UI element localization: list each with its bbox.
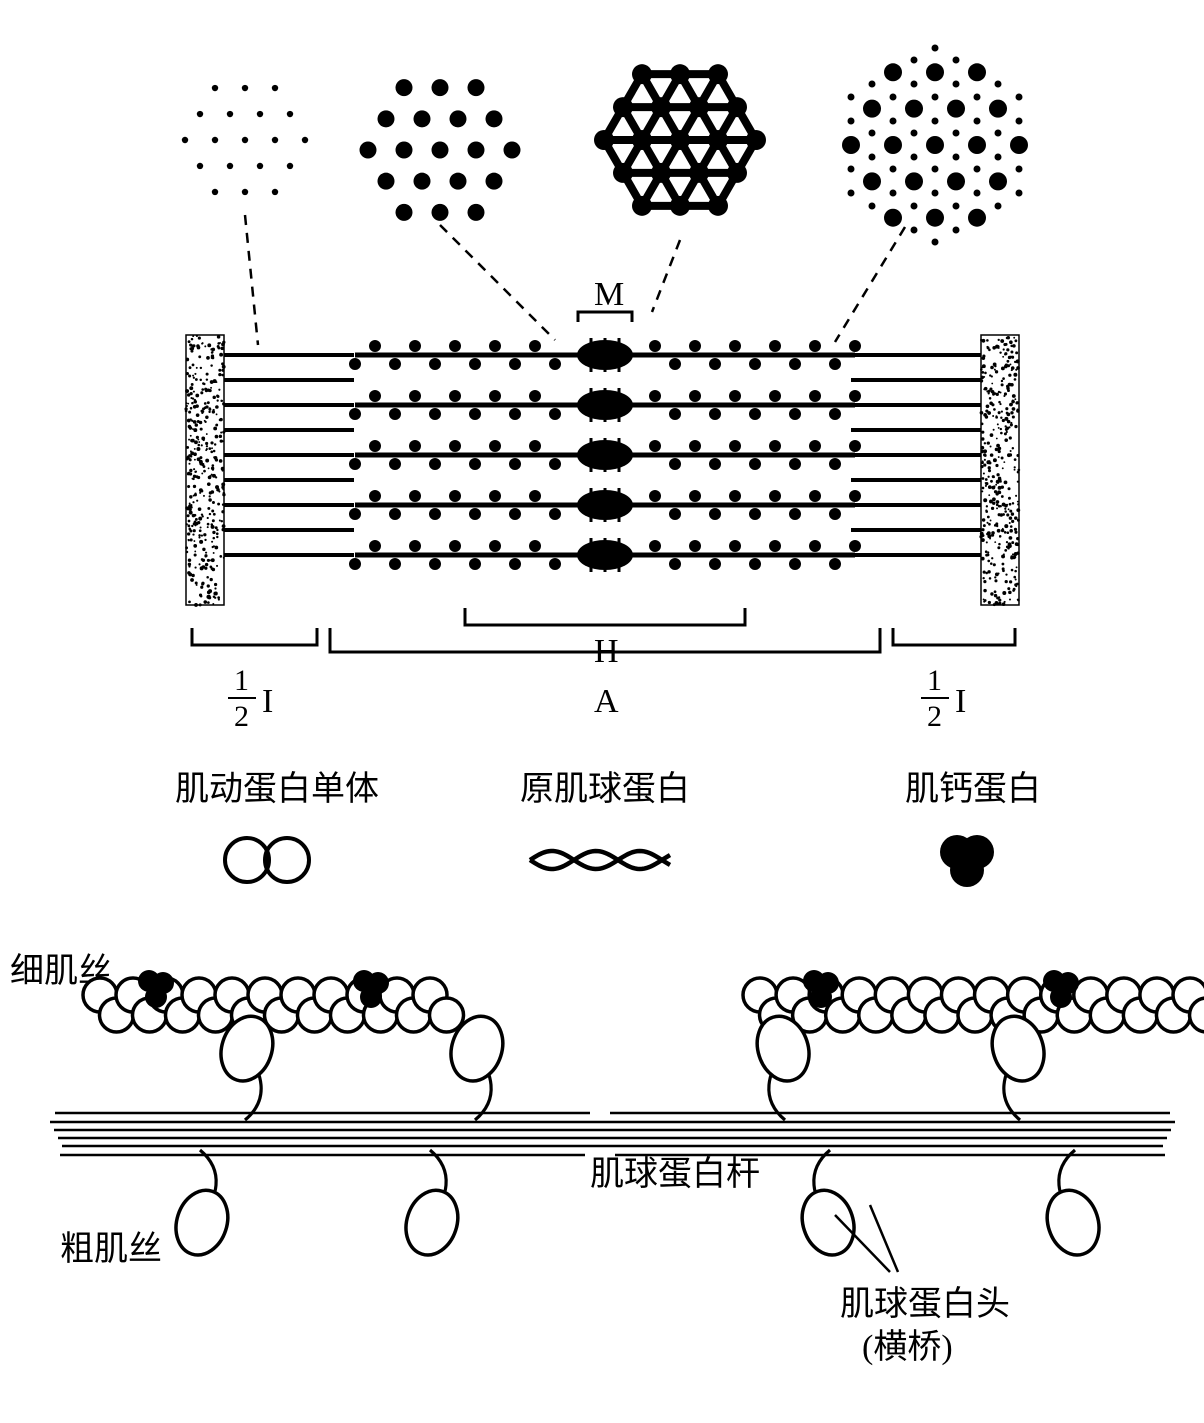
a-band-label: A	[594, 683, 619, 720]
svg-text:1: 1	[234, 664, 249, 697]
svg-text:1: 1	[927, 664, 942, 697]
tropomyosin-icon	[530, 851, 670, 869]
troponin-icon	[940, 835, 994, 887]
sarcomere	[184, 335, 1020, 607]
svg-text:I: I	[955, 683, 966, 720]
cross-section-i-band	[182, 85, 308, 195]
svg-text:2: 2	[234, 700, 249, 733]
cross-section-m-line	[594, 64, 766, 216]
half-i-right-label: 1 2 I	[921, 664, 966, 733]
i-band-right-bracket	[893, 628, 1015, 645]
cross-section-overlap	[842, 45, 1028, 246]
thick-filament-detail	[50, 1010, 1175, 1262]
cross-section-h-zone	[360, 79, 521, 221]
troponin-label: 肌钙蛋白	[905, 770, 1041, 808]
actin-monomer-icon	[225, 838, 309, 882]
h-band-bracket: H	[465, 608, 745, 670]
myosin-head-label-1: 肌球蛋白头	[840, 1285, 1010, 1323]
actin-monomer-label: 肌动蛋白单体	[175, 770, 379, 808]
thick-filament-label: 粗肌丝	[60, 1230, 162, 1268]
tropomyosin-label: 原肌球蛋白	[520, 770, 690, 808]
m-band-bracket: M	[578, 276, 632, 322]
cross-section-leaders	[245, 215, 905, 345]
svg-text:2: 2	[927, 700, 942, 733]
m-band-label: M	[594, 276, 624, 313]
i-band-left-bracket	[192, 628, 317, 645]
half-i-left-label: 1 2 I	[228, 664, 273, 733]
myosin-head-label-2: (横桥)	[862, 1328, 953, 1366]
svg-text:I: I	[262, 683, 273, 720]
myosin-rod-label: 肌球蛋白杆	[590, 1155, 760, 1193]
